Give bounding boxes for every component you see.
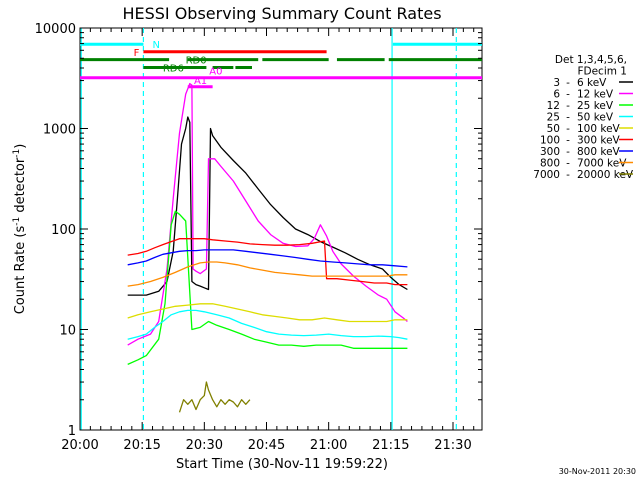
legend-entry-dash-5: -: [566, 135, 570, 147]
legend-entry-hi-3: 50 keV: [577, 112, 614, 124]
series-line-3: [127, 309, 408, 340]
x-tick-label-6: 21:30: [434, 438, 471, 453]
legend-entry-dash-7: -: [566, 158, 570, 170]
chart-title: HESSI Observing Summary Count Rates: [122, 4, 441, 23]
legend-entry-hi-5: 300 keV: [577, 135, 621, 147]
legend-header-1: FDecim 1: [577, 66, 627, 78]
flag-label-3: RD6: [163, 63, 184, 74]
flag-label-0: N: [152, 40, 159, 51]
legend-entry-dash-2: -: [566, 100, 570, 112]
x-tick-label-0: 20:00: [61, 438, 98, 453]
legend-entry-lo-2: 12: [547, 100, 560, 112]
legend-entry-dash-4: -: [566, 123, 570, 135]
x-tick-label-1: 20:15: [123, 438, 160, 453]
x-tick-label-2: 20:30: [186, 438, 223, 453]
series-line-0: [127, 116, 408, 296]
legend-entry-hi-1: 12 keV: [577, 89, 614, 101]
x-tick-label-3: 20:45: [248, 438, 285, 453]
legend-entry-lo-6: 300: [540, 146, 560, 158]
y-tick-label-1: 10: [59, 324, 76, 339]
legend-entry-hi-8: 20000 keV: [577, 169, 634, 181]
legend-entry-hi-2: 25 keV: [577, 100, 614, 112]
flag-label-4: A0: [209, 67, 222, 78]
y-tick-label-2: 100: [51, 223, 76, 238]
series-line-5: [127, 238, 408, 286]
legend-entry-lo-1: 6: [553, 89, 560, 101]
legend-entry-lo-7: 800: [540, 158, 560, 170]
legend-entry-hi-4: 100 keV: [577, 123, 621, 135]
x-axis: 20:00 20:15 20:30 20:45 21:00 21:15 21:30: [61, 28, 475, 453]
legend-entry-lo-5: 100: [540, 135, 560, 147]
legend-entry-hi-7: 7000 keV: [577, 158, 627, 170]
series-line-1: [127, 82, 408, 346]
y-axis: 1 10 100 1000 10000: [35, 22, 482, 439]
legend-entry-dash-0: -: [566, 77, 570, 89]
series-line-7: [127, 261, 408, 287]
legend-entry-dash-1: -: [566, 89, 570, 101]
series-line-4: [127, 303, 408, 323]
flag-label-5: A1: [194, 76, 207, 87]
legend-entry-dash-6: -: [566, 146, 570, 158]
legend-entry-lo-8: 7000: [533, 169, 560, 181]
x-tick-label-4: 21:00: [310, 438, 347, 453]
series-line-2: [127, 210, 408, 365]
legend-entry-lo-4: 50: [547, 123, 560, 135]
flag-label-1: F: [134, 48, 140, 59]
legend-entry-hi-6: 800 keV: [577, 146, 621, 158]
legend-header-0: Det 1,3,4,5,6,: [555, 54, 627, 66]
footer-date: 30-Nov-2011 20:30: [559, 467, 636, 476]
legend-entry-hi-0: 6 keV: [577, 77, 607, 89]
y-tick-label-4: 10000: [35, 22, 76, 37]
series-layer: [127, 82, 408, 413]
legend-entry-lo-3: 25: [547, 112, 560, 124]
x-tick-label-5: 21:15: [372, 438, 409, 453]
y-tick-label-0: 1: [68, 424, 76, 439]
x-axis-label: Start Time (30-Nov-11 19:59:22): [176, 457, 388, 472]
series-line-8: [178, 381, 251, 413]
legend-entry-dash-3: -: [566, 112, 570, 124]
y-axis-label: Count Rate (s-1 detector-1): [12, 144, 28, 315]
legend-entry-dash-8: -: [566, 169, 570, 181]
series-line-6: [127, 249, 408, 268]
flag-label-2: RD0: [186, 56, 207, 67]
y-tick-label-3: 1000: [43, 123, 76, 138]
legend-entry-lo-0: 3: [553, 77, 560, 89]
